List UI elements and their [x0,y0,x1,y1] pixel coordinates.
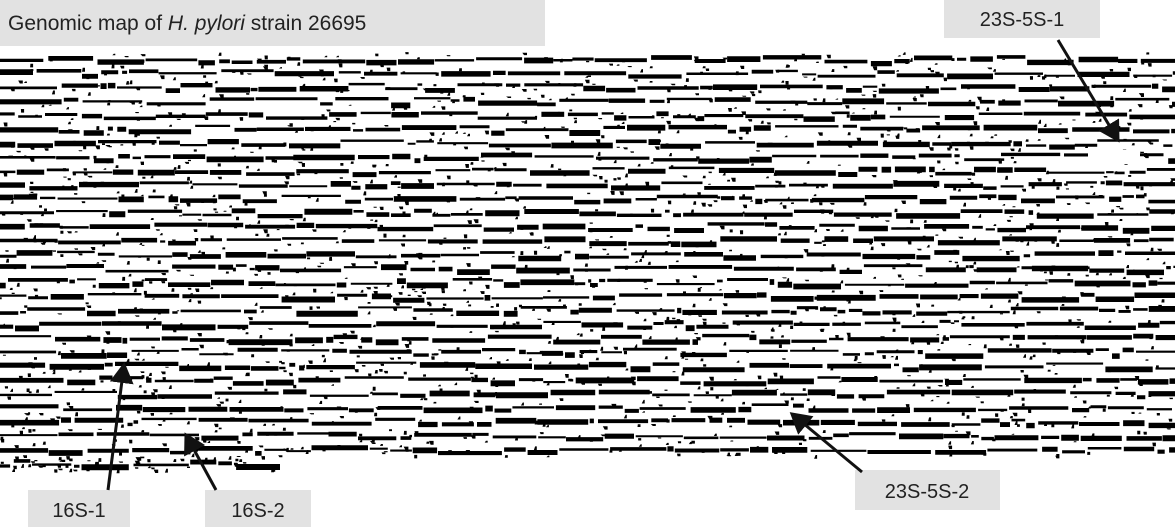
map-row [0,55,1175,66]
map-row [0,306,1175,317]
map-row [0,194,1175,204]
figure: Genomic map of H. pylori strain 26695 23… [0,0,1175,527]
title-species: H. pylori [168,12,246,35]
title-prefix: Genomic map of [8,12,168,35]
map-row [0,348,1175,359]
map-row [0,389,1175,399]
title-suffix: strain 26695 [245,12,366,35]
map-row [0,362,1175,373]
map-row [0,236,1174,247]
page: Genomic map of H. pylori strain 26695 23… [0,0,1175,527]
map-row [0,376,1175,387]
label: 16S-2 [231,500,284,522]
map-row [0,139,1172,150]
map-row [0,445,1175,456]
map-row [0,278,1175,289]
genome-map [0,52,1175,473]
map-row [0,111,1175,122]
map-row [0,432,1175,442]
map-row [0,417,1175,428]
map-row [0,403,1172,413]
map-row [0,222,1175,234]
map-row [0,181,1175,191]
label: 23S-5S-2 [885,481,970,503]
map-row [0,125,1175,136]
map-speckle [62,331,1153,348]
map-row [0,97,1175,108]
map-row [0,208,1175,218]
title: Genomic map of H. pylori strain 26695 [8,12,366,35]
label: 23S-5S-1 [980,9,1065,31]
map-row [0,292,1175,302]
map-row [0,250,1175,261]
map-row [0,334,1175,345]
label: 16S-1 [52,500,105,522]
map-row [0,83,1175,94]
map-gap [1088,150,1140,164]
